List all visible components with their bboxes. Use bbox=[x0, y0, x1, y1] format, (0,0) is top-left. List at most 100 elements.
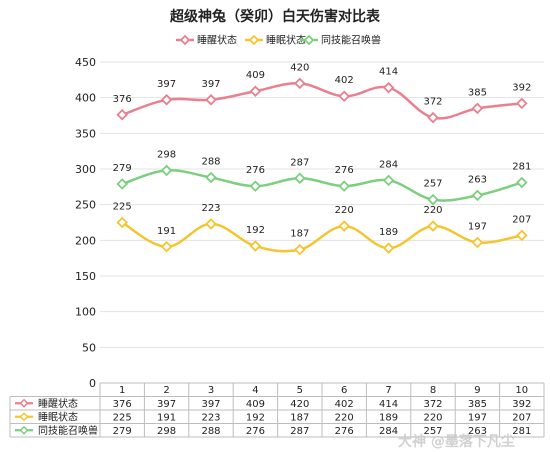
data-label: 376 bbox=[113, 94, 132, 105]
y-tick-label: 350 bbox=[75, 127, 96, 140]
data-point bbox=[382, 174, 395, 187]
table-cell: 385 bbox=[468, 399, 487, 410]
data-point bbox=[427, 193, 439, 206]
data-point bbox=[205, 171, 217, 184]
legend: 睡醒状态 睡眠状态 同技能召唤兽 bbox=[176, 34, 381, 47]
x-tick-label: 4 bbox=[252, 385, 258, 396]
data-label: 288 bbox=[201, 157, 220, 168]
data-label: 220 bbox=[423, 205, 442, 216]
data-label: 372 bbox=[423, 97, 442, 108]
y-tick-label: 300 bbox=[75, 163, 96, 176]
series-line-1 bbox=[121, 82, 522, 120]
table-cell: 397 bbox=[201, 399, 220, 410]
x-tick-label: 6 bbox=[341, 385, 347, 396]
table-cell: 197 bbox=[468, 412, 487, 423]
table-cell: 420 bbox=[290, 399, 309, 410]
legend-label-2: 睡眠状态 bbox=[266, 34, 306, 47]
data-label: 397 bbox=[201, 79, 220, 90]
x-tick-label: 8 bbox=[430, 385, 436, 396]
x-tick-label: 2 bbox=[163, 385, 169, 396]
data-label: 392 bbox=[512, 82, 531, 93]
data-point bbox=[249, 85, 262, 98]
data-label: 397 bbox=[157, 79, 176, 90]
table-cell: 276 bbox=[246, 426, 265, 437]
legend-marker-1 bbox=[179, 34, 191, 46]
chart-title: 超级神兔（癸卯）白天伤害对比表 bbox=[169, 8, 381, 25]
legend-marker-3 bbox=[303, 34, 315, 46]
data-point bbox=[516, 97, 528, 110]
data-point bbox=[249, 180, 262, 192]
data-point bbox=[205, 94, 217, 106]
data-label: 276 bbox=[335, 165, 354, 176]
table-cell: 409 bbox=[246, 399, 265, 410]
data-label: 197 bbox=[468, 221, 487, 232]
data-label: 207 bbox=[512, 214, 531, 225]
data-point bbox=[516, 176, 528, 189]
table-row-label: 睡眠状态 bbox=[38, 410, 78, 423]
table-cell: 192 bbox=[246, 412, 265, 423]
data-point bbox=[427, 111, 439, 124]
data-point bbox=[471, 189, 484, 202]
x-tick-label: 9 bbox=[474, 385, 480, 396]
data-label: 281 bbox=[512, 162, 531, 173]
table-cell: 187 bbox=[290, 412, 309, 423]
x-tick-label: 10 bbox=[515, 385, 528, 396]
legend-label-1: 睡醒状态 bbox=[197, 34, 237, 47]
table-cell: 189 bbox=[379, 412, 398, 423]
data-point bbox=[294, 243, 306, 256]
series-lines: 376 397 397 409 420 402 414 372 385 392 225 191 223 1… bbox=[113, 62, 531, 256]
data-point bbox=[160, 94, 173, 106]
data-point bbox=[249, 240, 262, 252]
data-label: 220 bbox=[335, 205, 354, 216]
x-tick-label: 3 bbox=[208, 385, 214, 396]
data-label: 385 bbox=[468, 87, 487, 98]
data-label: 189 bbox=[379, 227, 398, 238]
legend-label-3: 同技能召唤兽 bbox=[321, 34, 381, 47]
y-tick-label: 200 bbox=[75, 234, 96, 247]
table-cell: 298 bbox=[157, 426, 176, 437]
data-point bbox=[116, 178, 128, 190]
data-point bbox=[382, 81, 395, 94]
data-point bbox=[294, 77, 306, 90]
legend-marker-2 bbox=[248, 34, 260, 46]
table-cell: 372 bbox=[423, 399, 442, 410]
data-point bbox=[160, 240, 173, 253]
x-tick-label: 5 bbox=[297, 385, 303, 396]
data-label: 287 bbox=[290, 157, 309, 168]
table-cell: 287 bbox=[290, 426, 309, 437]
data-label: 263 bbox=[468, 174, 487, 185]
y-tick-label: 400 bbox=[75, 92, 96, 105]
table-row-label: 同技能召唤兽 bbox=[38, 424, 98, 437]
data-point bbox=[516, 229, 528, 242]
data-label: 420 bbox=[290, 62, 309, 73]
data-point bbox=[160, 164, 173, 177]
table-cell: 414 bbox=[379, 399, 398, 410]
data-point bbox=[294, 172, 306, 185]
data-point bbox=[338, 180, 350, 192]
table-cell: 288 bbox=[201, 426, 220, 437]
data-label: 409 bbox=[246, 70, 265, 81]
data-point bbox=[382, 242, 395, 254]
table-cell: 225 bbox=[113, 412, 132, 423]
table-row-label: 睡醒状态 bbox=[38, 397, 78, 410]
table-cell: 279 bbox=[113, 426, 132, 437]
y-tick-label: 450 bbox=[75, 56, 96, 69]
data-point bbox=[116, 109, 128, 121]
data-label: 279 bbox=[113, 163, 132, 174]
data-point bbox=[471, 102, 484, 115]
table-cell: 402 bbox=[335, 399, 354, 410]
data-table: 1 2 3 4 5 6 7 8 9 10 睡醒状态 376 397 397 409 420 402 414 372 3… bbox=[9, 382, 545, 438]
y-tick-label: 150 bbox=[75, 270, 96, 283]
y-tick-label: 100 bbox=[75, 306, 96, 319]
table-cell: 220 bbox=[335, 412, 354, 423]
table-cell: 220 bbox=[423, 412, 442, 423]
table-cell: 376 bbox=[113, 399, 132, 410]
table-cell: 397 bbox=[157, 399, 176, 410]
table-cell: 207 bbox=[512, 412, 531, 423]
table-cell: 276 bbox=[335, 426, 354, 437]
data-label: 187 bbox=[290, 229, 309, 240]
table-legend-marker bbox=[19, 425, 29, 435]
data-point bbox=[338, 90, 350, 103]
data-label: 402 bbox=[335, 75, 354, 86]
table-cell: 392 bbox=[512, 399, 531, 410]
